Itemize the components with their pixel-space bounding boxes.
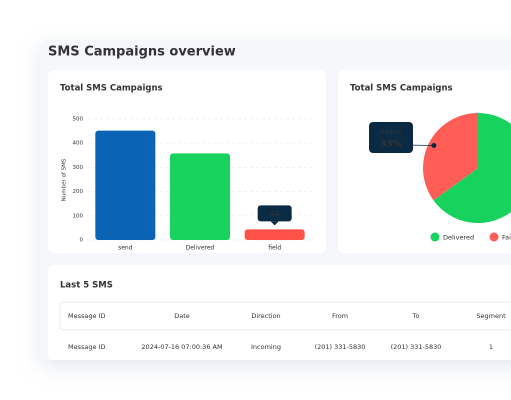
tooltip-dot bbox=[431, 143, 437, 149]
y-tick-label: 500 bbox=[73, 117, 84, 123]
x-tick-label: send bbox=[118, 245, 133, 252]
tooltip-label: Failed bbox=[381, 128, 401, 136]
tooltip-value: 35% bbox=[380, 140, 402, 150]
bar bbox=[170, 153, 230, 240]
table-header: From bbox=[332, 312, 348, 320]
pie-slice bbox=[423, 113, 478, 201]
pie-slice bbox=[433, 113, 511, 223]
table-header: Segment bbox=[476, 312, 506, 320]
tooltip-value: 44 bbox=[270, 209, 280, 218]
bar bbox=[244, 229, 305, 240]
y-tick-label: 400 bbox=[73, 141, 84, 147]
table-cell: 1 bbox=[489, 343, 493, 351]
table-header: To bbox=[412, 312, 420, 320]
legend-label: Failed bbox=[502, 234, 511, 242]
table-cell: Incoming bbox=[251, 343, 281, 351]
y-tick-label: 300 bbox=[73, 165, 84, 171]
pie-title: Total SMS Campaigns bbox=[350, 84, 453, 94]
table-cell: 2024-07-16 07:00:36 AM bbox=[141, 343, 222, 351]
table-header: Direction bbox=[251, 312, 280, 320]
legend-label: Delivered bbox=[443, 234, 474, 242]
table-title: Last 5 SMS bbox=[60, 281, 113, 291]
x-tick-label: field bbox=[268, 245, 281, 252]
y-tick-label: 200 bbox=[73, 189, 84, 195]
table-header: Message ID bbox=[68, 312, 105, 320]
y-tick-label: 0 bbox=[80, 238, 84, 244]
table-header-box bbox=[59, 301, 511, 331]
y-axis-label: Number of SMS bbox=[62, 158, 68, 201]
legend-swatch bbox=[430, 232, 440, 242]
page-title: SMS Campaigns overview bbox=[48, 45, 236, 60]
legend-swatch bbox=[489, 232, 499, 242]
bar-title: Total SMS Campaigns bbox=[60, 84, 163, 94]
table-card bbox=[48, 265, 511, 360]
table-cell: (201) 331-5830 bbox=[315, 343, 366, 351]
y-tick-label: 100 bbox=[73, 213, 84, 219]
table-cell: (201) 331-5830 bbox=[391, 343, 442, 351]
tooltip-arrow bbox=[270, 221, 279, 226]
tooltip-box bbox=[369, 122, 413, 153]
tooltip-box bbox=[257, 205, 292, 222]
table-header: Date bbox=[174, 312, 190, 320]
bar bbox=[95, 130, 156, 240]
x-tick-label: Delivered bbox=[186, 245, 215, 252]
table-cell: Message ID bbox=[68, 343, 105, 351]
